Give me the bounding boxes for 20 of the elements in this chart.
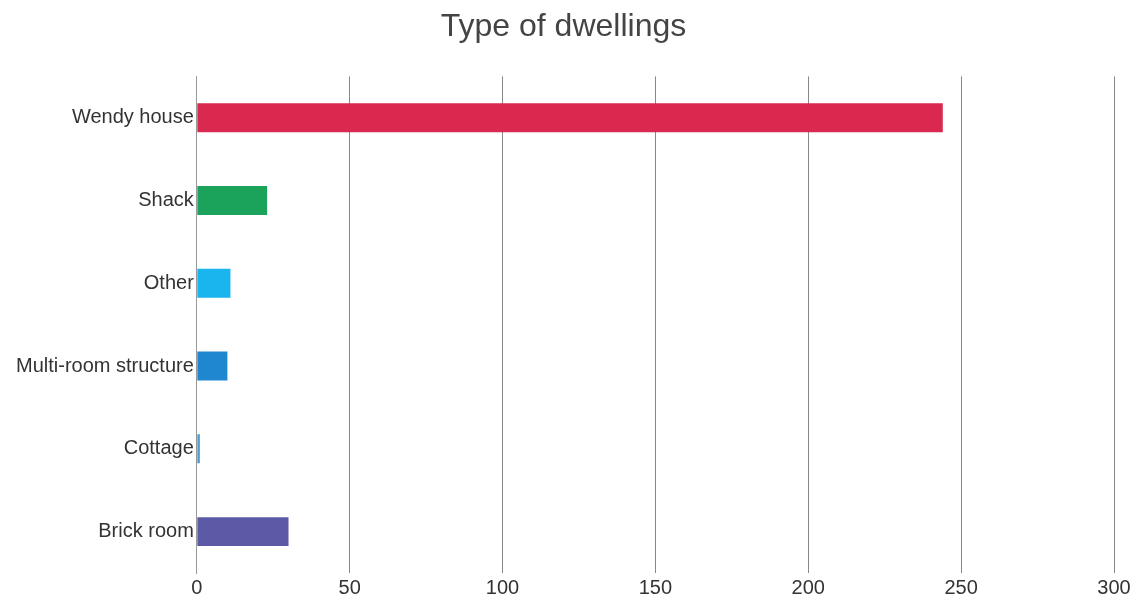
bar <box>197 186 268 216</box>
y-tick-label: Cottage <box>123 436 194 459</box>
bar <box>197 351 228 381</box>
x-tick-label: 150 <box>638 575 673 598</box>
x-tick-label: 50 <box>338 575 361 598</box>
y-tick-label: Wendy house <box>71 105 194 128</box>
bar <box>197 268 231 298</box>
bar <box>197 517 289 547</box>
y-tick-label: Shack <box>138 188 195 211</box>
x-tick-label: 300 <box>1097 575 1131 598</box>
chart-title: Type of dwellings <box>440 7 687 44</box>
x-tick-label: 200 <box>791 575 825 598</box>
x-tick-label: 100 <box>485 575 520 598</box>
y-tick-label: Brick room <box>98 519 194 542</box>
y-tick-label: Other <box>143 270 195 293</box>
y-tick-label: Multi-room structure <box>16 353 194 376</box>
x-tick-label: 250 <box>944 575 978 598</box>
bar <box>197 103 943 133</box>
bar <box>197 434 200 464</box>
x-tick-label: 0 <box>191 575 203 598</box>
